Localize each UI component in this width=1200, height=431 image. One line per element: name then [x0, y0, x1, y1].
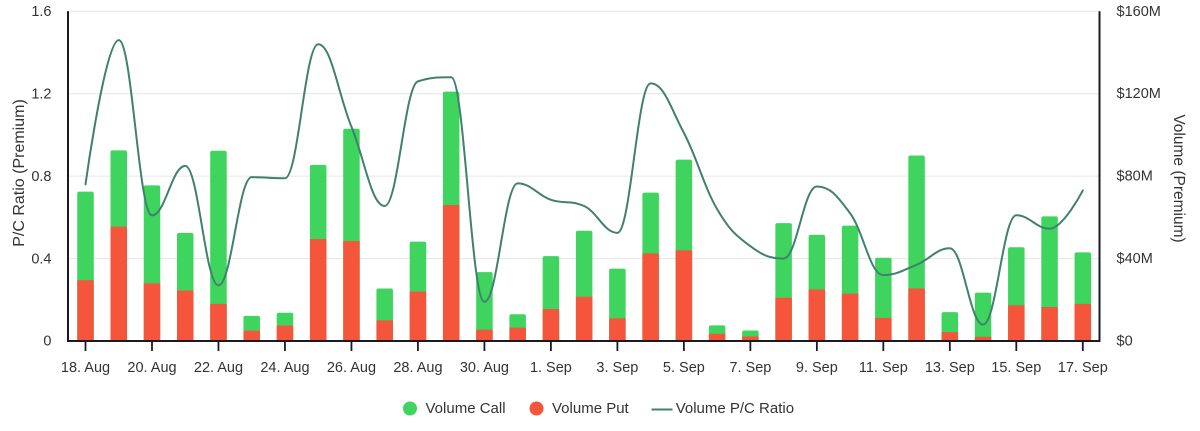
svg-text:$160M: $160M: [1117, 4, 1161, 20]
svg-text:0.8: 0.8: [31, 169, 51, 185]
svg-text:30. Aug: 30. Aug: [460, 360, 509, 376]
svg-text:0: 0: [43, 334, 51, 350]
svg-text:15. Sep: 15. Sep: [991, 360, 1041, 376]
svg-text:3. Sep: 3. Sep: [596, 360, 638, 376]
svg-text:18. Aug: 18. Aug: [61, 360, 110, 376]
svg-text:$40M: $40M: [1117, 251, 1153, 267]
svg-text:7. Sep: 7. Sep: [729, 360, 771, 376]
svg-text:Volume (Premium): Volume (Premium): [1170, 114, 1187, 242]
svg-text:28. Aug: 28. Aug: [393, 360, 442, 376]
svg-text:17. Sep: 17. Sep: [1058, 360, 1108, 376]
svg-text:22. Aug: 22. Aug: [194, 360, 243, 376]
svg-text:Volume Put: Volume Put: [552, 400, 630, 417]
svg-text:1. Sep: 1. Sep: [530, 360, 572, 376]
svg-text:0.4: 0.4: [31, 251, 51, 267]
svg-text:P/C Ratio (Premium): P/C Ratio (Premium): [11, 99, 28, 247]
svg-text:$0: $0: [1117, 334, 1133, 350]
svg-text:$80M: $80M: [1117, 169, 1153, 185]
svg-text:26. Aug: 26. Aug: [327, 360, 376, 376]
svg-text:$120M: $120M: [1117, 86, 1161, 102]
svg-text:1.2: 1.2: [31, 86, 51, 102]
svg-text:24. Aug: 24. Aug: [260, 360, 309, 376]
svg-text:20. Aug: 20. Aug: [127, 360, 176, 376]
svg-text:13. Sep: 13. Sep: [925, 360, 975, 376]
svg-text:9. Sep: 9. Sep: [796, 360, 838, 376]
svg-text:11. Sep: 11. Sep: [859, 360, 908, 376]
svg-text:1.6: 1.6: [31, 4, 51, 20]
svg-text:5. Sep: 5. Sep: [663, 360, 705, 376]
svg-text:Volume Call: Volume Call: [426, 400, 506, 417]
svg-text:Volume P/C Ratio: Volume P/C Ratio: [676, 400, 794, 417]
